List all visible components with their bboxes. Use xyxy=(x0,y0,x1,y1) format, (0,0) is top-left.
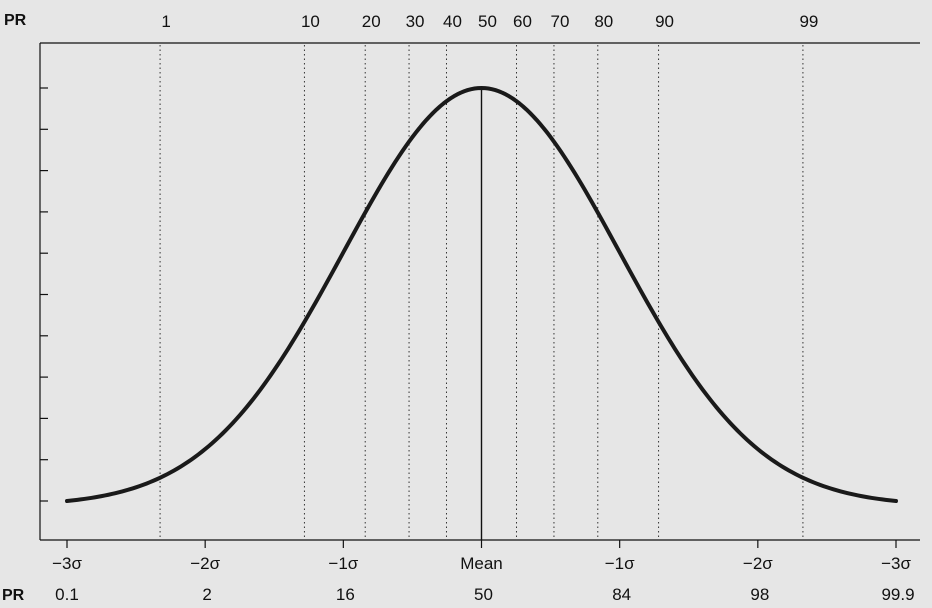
top-percentile-tick-label: 50 xyxy=(478,12,497,31)
top-percentile-tick-label: 10 xyxy=(301,12,320,31)
percentile-guide-lines xyxy=(159,45,804,540)
sigma-tick-label: −3σ xyxy=(52,554,82,573)
bottom-pr-label: PR xyxy=(2,587,25,604)
top-percentile-tick-label: 30 xyxy=(406,12,425,31)
top-percentile-tick-label: 1 xyxy=(161,12,170,31)
sigma-tick-label: −1σ xyxy=(605,554,635,573)
bottom-pr-value: 16 xyxy=(336,585,355,604)
sigma-tick-label: −2σ xyxy=(190,554,220,573)
bottom-pr-value: 2 xyxy=(202,585,211,604)
sigma-tick-label: −2σ xyxy=(743,554,773,573)
sigma-tick-label: Mean xyxy=(460,554,503,573)
curve-layer xyxy=(65,86,898,503)
bottom-pr-value: 0.1 xyxy=(55,585,79,604)
bottom-pr-value: 98 xyxy=(750,585,769,604)
top-percentile-tick-label: 70 xyxy=(550,12,569,31)
sigma-tick-label: −1σ xyxy=(328,554,358,573)
top-percentile-tick-label: 40 xyxy=(443,12,462,31)
bottom-pr-value: 50 xyxy=(474,585,493,604)
bottom-pr-value: 84 xyxy=(612,585,631,604)
bottom-pr-value: 99.9 xyxy=(881,585,914,604)
top-percentile-labels: PR 1 10 20 30 40 50 60 70 80 90 99 xyxy=(4,12,818,31)
normal-curve-line xyxy=(65,86,898,503)
top-percentile-tick-label: 90 xyxy=(655,12,674,31)
sigma-tick-label: −3σ xyxy=(881,554,911,573)
bottom-axis-labels: −3σ 0.1 −2σ 2 −1σ 16 Mean 50 −1σ 84 −2σ 98 −3σ 99.9 PR xyxy=(2,554,915,604)
top-percentile-tick-label: 80 xyxy=(594,12,613,31)
chart-axes xyxy=(39,42,920,548)
top-percentile-tick-label: 60 xyxy=(513,12,532,31)
top-percentile-tick-label: 99 xyxy=(799,12,818,31)
top-pr-label: PR xyxy=(4,12,27,29)
top-percentile-tick-label: 20 xyxy=(362,12,381,31)
